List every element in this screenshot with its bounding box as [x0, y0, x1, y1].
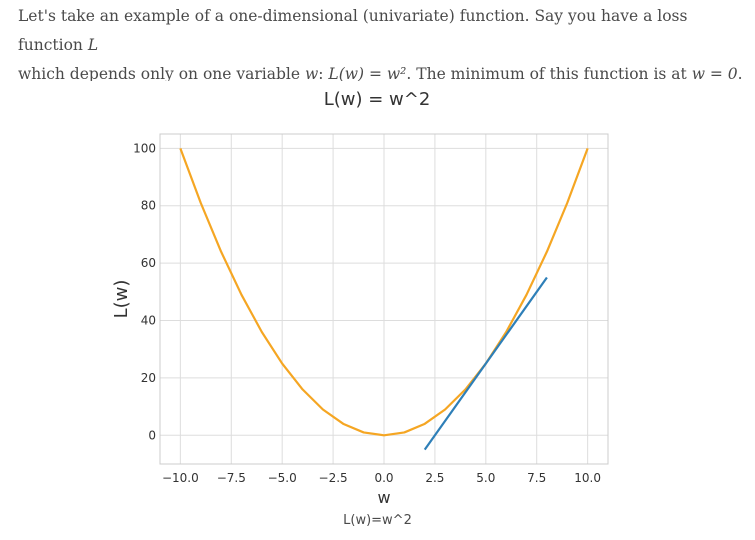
loss-variable: L: [87, 36, 99, 54]
grid: [160, 134, 608, 464]
series: [179, 147, 589, 451]
y-axis-label: L(w): [111, 280, 132, 319]
y-tick-label: 20: [141, 371, 156, 385]
weight-variable: w: [304, 65, 319, 83]
minimum-equation: w = 0: [691, 65, 738, 83]
chart-title: L(w) = w^2: [324, 89, 431, 110]
x-tick-label: −2.5: [319, 471, 348, 485]
x-axis-label: w: [377, 488, 390, 507]
tangent-line: [423, 276, 548, 451]
intro-colon: :: [318, 65, 329, 83]
x-tick-label: 5.0: [476, 471, 495, 485]
loss-equation: L(w) = w²: [328, 65, 407, 83]
intro-paragraph: Let's take an example of a one-dimension…: [18, 2, 748, 89]
y-tick-label: 60: [141, 256, 156, 270]
figure: L(w) = w^2 −10.0 −7.5 −5.0 −2.5 0.0 2.5 5.0 7.5…: [89, 81, 665, 513]
y-tick-label: 0: [148, 428, 156, 442]
x-tick-label: −10.0: [162, 471, 199, 485]
intro-text-3: . The minimum of this function is at: [406, 65, 692, 83]
intro-line-1: Let's take an example of a one-dimension…: [18, 2, 748, 60]
plot-frame: [159, 133, 609, 465]
intro-text-2: which depends only on one variable: [18, 65, 305, 83]
x-tick-label: −7.5: [217, 471, 246, 485]
y-tick-label: 40: [141, 314, 156, 328]
x-tick-label: 10.0: [574, 471, 601, 485]
intro-line-2: which depends only on one variable w: L(…: [18, 60, 748, 89]
x-tick-label: −5.0: [268, 471, 297, 485]
x-tick-label: 7.5: [527, 471, 546, 485]
loss-curve-line: [179, 147, 589, 437]
intro-period: .: [737, 65, 743, 83]
x-tick-label: 0.0: [374, 471, 393, 485]
y-tick-label: 80: [141, 199, 156, 213]
figure-caption: L(w)=w^2: [343, 513, 412, 528]
intro-text-1: Let's take an example of a one-dimension…: [18, 7, 688, 54]
y-tick-label: 100: [133, 141, 156, 155]
ticks: −10.0 −7.5 −5.0 −2.5 0.0 2.5 5.0 7.5 10.0 0 20 40 60…: [133, 141, 601, 485]
x-tick-label: 2.5: [425, 471, 444, 485]
loss-chart: L(w) = w^2 −10.0 −7.5 −5.0 −2.5 0.0 2.5 5.0 7.5…: [111, 89, 609, 507]
